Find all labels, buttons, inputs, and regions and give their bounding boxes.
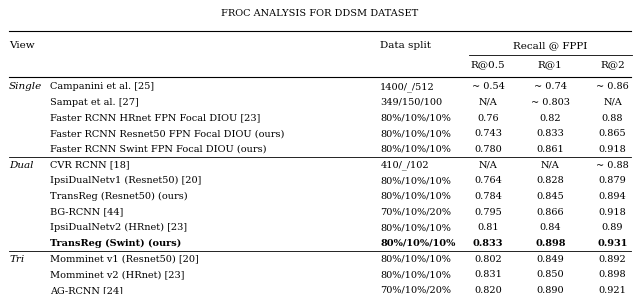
Text: N/A: N/A <box>479 98 497 107</box>
Text: 80%/10%/10%: 80%/10%/10% <box>380 129 451 138</box>
Text: 80%/10%/10%: 80%/10%/10% <box>380 239 456 248</box>
Text: 0.795: 0.795 <box>474 208 502 216</box>
Text: 0.833: 0.833 <box>473 239 504 248</box>
Text: Faster RCNN Resnet50 FPN Focal DIOU (ours): Faster RCNN Resnet50 FPN Focal DIOU (our… <box>51 129 285 138</box>
Text: R@0.5: R@0.5 <box>471 60 506 69</box>
Text: 80%/10%/10%: 80%/10%/10% <box>380 270 451 279</box>
Text: 80%/10%/10%: 80%/10%/10% <box>380 145 451 154</box>
Text: Dual: Dual <box>9 161 34 170</box>
Text: 1400/_/512: 1400/_/512 <box>380 82 435 91</box>
Text: 0.850: 0.850 <box>536 270 564 279</box>
Text: 0.879: 0.879 <box>598 176 627 185</box>
Text: Momminet v1 (Resnet50) [20]: Momminet v1 (Resnet50) [20] <box>51 255 199 263</box>
Text: 0.76: 0.76 <box>477 113 499 123</box>
Text: 0.802: 0.802 <box>474 255 502 263</box>
Text: 0.81: 0.81 <box>477 223 499 232</box>
Text: 0.921: 0.921 <box>598 286 627 294</box>
Text: CVR RCNN [18]: CVR RCNN [18] <box>51 161 130 170</box>
Text: Tri: Tri <box>9 255 24 263</box>
Text: 80%/10%/10%: 80%/10%/10% <box>380 223 451 232</box>
Text: 0.845: 0.845 <box>536 192 564 201</box>
Text: N/A: N/A <box>603 98 622 107</box>
Text: ~ 0.803: ~ 0.803 <box>531 98 570 107</box>
Text: Faster RCNN HRnet FPN Focal DIOU [23]: Faster RCNN HRnet FPN Focal DIOU [23] <box>51 113 260 123</box>
Text: 0.82: 0.82 <box>540 113 561 123</box>
Text: 0.784: 0.784 <box>474 192 502 201</box>
Text: 0.780: 0.780 <box>474 145 502 154</box>
Text: Momminet v2 (HRnet) [23]: Momminet v2 (HRnet) [23] <box>51 270 185 279</box>
Text: 0.918: 0.918 <box>598 145 627 154</box>
Text: IpsiDualNetv2 (HRnet) [23]: IpsiDualNetv2 (HRnet) [23] <box>51 223 188 232</box>
Text: FROC ANALYSIS FOR DDSM DATASET: FROC ANALYSIS FOR DDSM DATASET <box>221 9 419 18</box>
Text: 0.828: 0.828 <box>536 176 564 185</box>
Text: ~ 0.74: ~ 0.74 <box>534 82 567 91</box>
Text: N/A: N/A <box>479 161 497 170</box>
Text: TransReg (Swint) (ours): TransReg (Swint) (ours) <box>51 239 182 248</box>
Text: ~ 0.86: ~ 0.86 <box>596 82 629 91</box>
Text: 0.833: 0.833 <box>536 129 564 138</box>
Text: 0.743: 0.743 <box>474 129 502 138</box>
Text: BG-RCNN [44]: BG-RCNN [44] <box>51 208 124 216</box>
Text: Recall @ FPPI: Recall @ FPPI <box>513 41 588 50</box>
Text: IpsiDualNetv1 (Resnet50) [20]: IpsiDualNetv1 (Resnet50) [20] <box>51 176 202 185</box>
Text: 80%/10%/10%: 80%/10%/10% <box>380 192 451 201</box>
Text: R@2: R@2 <box>600 60 625 69</box>
Text: 410/_/102: 410/_/102 <box>380 160 429 170</box>
Text: Campanini et al. [25]: Campanini et al. [25] <box>51 82 154 91</box>
Text: 0.849: 0.849 <box>536 255 564 263</box>
Text: 70%/10%/20%: 70%/10%/20% <box>380 208 451 216</box>
Text: 80%/10%/10%: 80%/10%/10% <box>380 113 451 123</box>
Text: 0.892: 0.892 <box>598 255 627 263</box>
Text: 0.89: 0.89 <box>602 223 623 232</box>
Text: TransReg (Resnet50) (ours): TransReg (Resnet50) (ours) <box>51 192 188 201</box>
Text: 0.831: 0.831 <box>474 270 502 279</box>
Text: 0.890: 0.890 <box>536 286 564 294</box>
Text: ~ 0.54: ~ 0.54 <box>472 82 504 91</box>
Text: 0.84: 0.84 <box>540 223 561 232</box>
Text: R@1: R@1 <box>538 60 563 69</box>
Text: 0.894: 0.894 <box>598 192 627 201</box>
Text: Sampat et al. [27]: Sampat et al. [27] <box>51 98 139 107</box>
Text: 0.820: 0.820 <box>474 286 502 294</box>
Text: View: View <box>9 41 35 50</box>
Text: Data split: Data split <box>380 41 431 50</box>
Text: 0.931: 0.931 <box>597 239 628 248</box>
Text: 349/150/100: 349/150/100 <box>380 98 442 107</box>
Text: Single: Single <box>9 82 42 91</box>
Text: N/A: N/A <box>541 161 559 170</box>
Text: 0.898: 0.898 <box>598 270 627 279</box>
Text: 0.918: 0.918 <box>598 208 627 216</box>
Text: 0.861: 0.861 <box>536 145 564 154</box>
Text: 70%/10%/20%: 70%/10%/20% <box>380 286 451 294</box>
Text: 80%/10%/10%: 80%/10%/10% <box>380 176 451 185</box>
Text: AG-RCNN [24]: AG-RCNN [24] <box>51 286 124 294</box>
Text: ~ 0.88: ~ 0.88 <box>596 161 629 170</box>
Text: Faster RCNN Swint FPN Focal DIOU (ours): Faster RCNN Swint FPN Focal DIOU (ours) <box>51 145 267 154</box>
Text: 0.88: 0.88 <box>602 113 623 123</box>
Text: 0.865: 0.865 <box>598 129 627 138</box>
Text: 80%/10%/10%: 80%/10%/10% <box>380 255 451 263</box>
Text: 0.898: 0.898 <box>535 239 566 248</box>
Text: 0.764: 0.764 <box>474 176 502 185</box>
Text: 0.866: 0.866 <box>536 208 564 216</box>
